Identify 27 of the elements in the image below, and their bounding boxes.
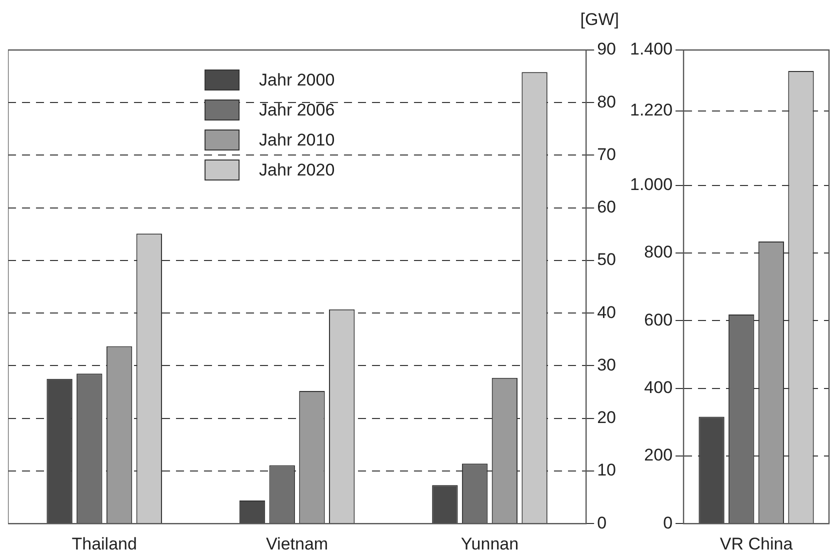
x-tick-label: Vietnam xyxy=(266,534,328,554)
y-tick-label: 1.000 xyxy=(630,175,673,194)
y-axis-title: [GW] xyxy=(580,10,620,30)
legend-label: Jahr 2006 xyxy=(259,100,335,120)
y-tick-label: 10 xyxy=(597,460,616,480)
y-tick-label: 400 xyxy=(644,378,673,397)
y-tick-label: 30 xyxy=(597,355,616,374)
y-tick-label: 60 xyxy=(597,198,616,217)
y-tick-label: 1.220 xyxy=(630,100,673,120)
x-tick-label: VR China xyxy=(720,534,794,554)
legend-label: Jahr 2010 xyxy=(259,130,335,150)
y-tick-label: 200 xyxy=(644,446,673,465)
y-tick-label: 800 xyxy=(644,242,673,262)
legend-label: Jahr 2020 xyxy=(259,160,335,180)
x-tick-label: Yunnan xyxy=(460,534,519,554)
y-tick-label: 70 xyxy=(597,144,616,164)
y-tick-label: 0 xyxy=(663,513,673,532)
y-tick-label: 20 xyxy=(597,408,616,428)
y-tick-label: 0 xyxy=(597,513,607,532)
y-tick-label: 1.400 xyxy=(630,40,673,59)
y-tick-label: 80 xyxy=(597,92,616,112)
y-tick-label: 40 xyxy=(597,302,616,322)
legend-label: Jahr 2000 xyxy=(259,70,335,90)
y-tick-label: 600 xyxy=(644,310,673,330)
y-tick-label: 50 xyxy=(597,250,616,270)
y-tick-label: 90 xyxy=(597,40,616,59)
x-tick-label: Thailand xyxy=(72,534,137,554)
